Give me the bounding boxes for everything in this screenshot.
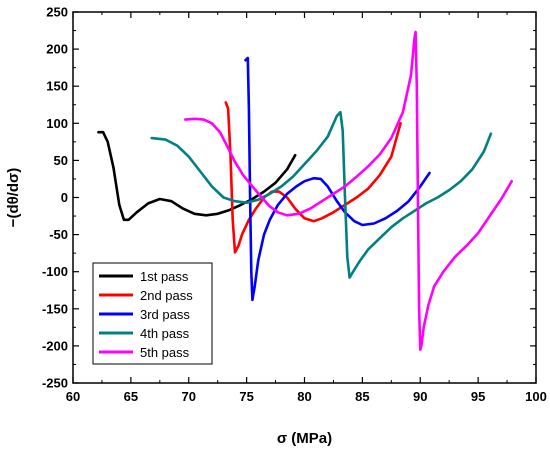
y-tick-label: -150 <box>42 301 68 316</box>
ticks-layer: 60 65 70 75 80 85 90 95 100 -250 -200 -150 -100 -50 0 5… <box>42 5 547 405</box>
legend-label: 3rd pass <box>140 307 190 322</box>
y-tick-label: 150 <box>46 79 68 94</box>
y-tick-label: 0 <box>61 190 68 205</box>
x-axis-label: σ (MPa) <box>277 430 332 447</box>
y-tick-label: 250 <box>46 5 68 20</box>
x-tick-label: 80 <box>297 389 311 404</box>
x-tick-label: 70 <box>182 389 196 404</box>
series-line-5 <box>184 30 513 351</box>
y-tick-label: -200 <box>42 338 68 353</box>
y-tick-label: -250 <box>42 376 68 391</box>
x-tick-label: 95 <box>471 389 485 404</box>
x-tick-label: 90 <box>413 389 427 404</box>
y-tick-label: 200 <box>46 42 68 57</box>
y-tick-label: -50 <box>49 227 68 242</box>
series-line-2 <box>224 101 402 254</box>
series-line-3 <box>244 56 431 302</box>
legend-label: 4th pass <box>140 326 190 341</box>
series-line-1 <box>97 130 297 222</box>
legend: 1st pass 2nd pass 3rd pass 4th pass 5th pass <box>92 262 213 365</box>
legend-label: 1st pass <box>140 269 189 284</box>
x-tick-label: 85 <box>355 389 369 404</box>
y-axis-label: −(dθ/dσ) <box>5 168 22 228</box>
x-tick-label: 65 <box>124 389 138 404</box>
y-tick-label: 50 <box>54 153 68 168</box>
legend-label: 5th pass <box>140 345 190 360</box>
series-layer <box>97 30 513 351</box>
x-tick-label: 75 <box>239 389 253 404</box>
x-tick-label: 60 <box>66 389 80 404</box>
legend-label: 2nd pass <box>140 288 193 303</box>
x-tick-label: 100 <box>525 389 547 404</box>
y-tick-label: -100 <box>42 264 68 279</box>
y-tick-label: 100 <box>46 116 68 131</box>
series-line-4 <box>150 110 493 279</box>
